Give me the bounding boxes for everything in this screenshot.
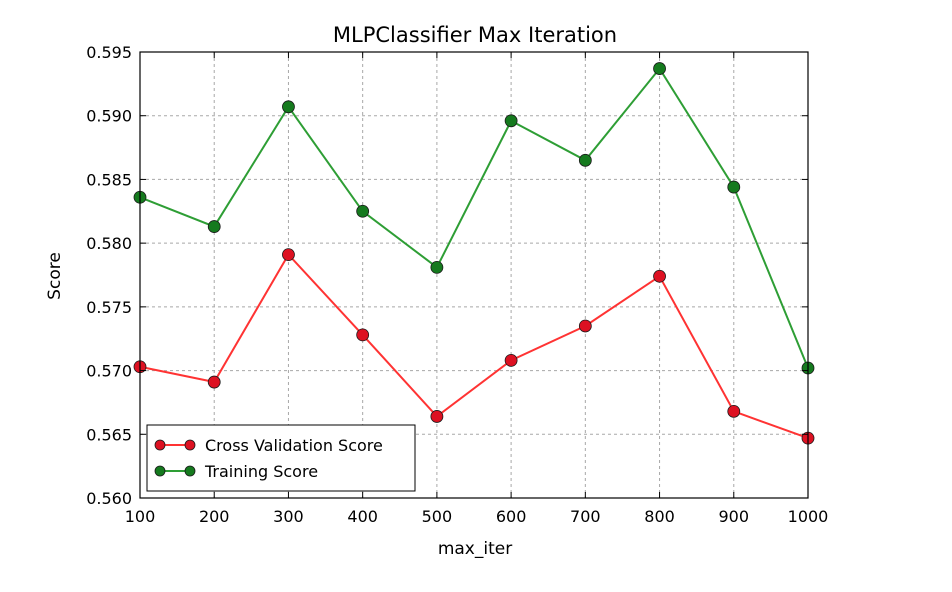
data-point xyxy=(282,248,295,262)
axis-ticks: 100 200 300 400 500 600 700 800 900 1000 0.560 0.56… xyxy=(86,43,828,526)
x-tick-label: 900 xyxy=(719,507,750,526)
chart-title: MLPClassifier Max Iteration xyxy=(333,23,617,47)
series-line-1 xyxy=(139,252,809,440)
legend-marker xyxy=(184,465,196,477)
legend-box xyxy=(146,424,416,492)
data-point xyxy=(207,375,221,389)
x-tick-label: 400 xyxy=(347,507,378,526)
data-point xyxy=(504,114,518,128)
y-axis-label: Score xyxy=(45,252,65,300)
data-point xyxy=(578,153,592,167)
series-line-2 xyxy=(139,66,809,369)
y-tick-label: 0.590 xyxy=(86,107,132,126)
data-point xyxy=(430,260,444,274)
y-tick-label: 0.595 xyxy=(86,43,132,62)
y-tick-label: 0.560 xyxy=(86,489,132,508)
x-tick-label: 500 xyxy=(422,507,453,526)
plot-frame xyxy=(139,51,809,499)
data-point xyxy=(653,269,666,283)
x-tick-label: 200 xyxy=(199,507,230,526)
series-layer xyxy=(133,62,815,445)
legend-marker xyxy=(154,465,166,477)
y-tick-label: 0.585 xyxy=(86,170,132,189)
x-tick-label: 100 xyxy=(125,507,156,526)
x-tick-label: 800 xyxy=(644,507,675,526)
x-tick-label: 600 xyxy=(496,507,527,526)
y-tick-label: 0.565 xyxy=(86,425,132,444)
x-tick-label: 700 xyxy=(570,507,601,526)
legend-label: Cross Validation Score xyxy=(205,436,383,455)
legend-marker xyxy=(184,439,196,451)
y-tick-label: 0.570 xyxy=(86,362,132,381)
y-tick-label: 0.575 xyxy=(86,298,132,317)
legend-label: Training Score xyxy=(204,462,318,481)
legend: Cross Validation Score Training Score xyxy=(146,424,416,492)
data-point xyxy=(356,328,370,342)
data-point xyxy=(727,180,741,194)
data-point xyxy=(356,204,370,218)
data-point xyxy=(653,62,666,75)
data-point xyxy=(504,353,518,367)
data-point xyxy=(207,220,221,233)
plot-border xyxy=(139,51,809,499)
legend-marker xyxy=(154,439,166,451)
data-point xyxy=(578,319,592,333)
x-tick-label: 300 xyxy=(273,507,304,526)
data-point xyxy=(282,100,295,114)
data-point xyxy=(727,404,741,418)
x-tick-label: 1000 xyxy=(788,507,829,526)
y-tick-label: 0.580 xyxy=(86,234,132,253)
data-point xyxy=(430,410,444,423)
x-axis-label: max_iter xyxy=(438,539,512,559)
